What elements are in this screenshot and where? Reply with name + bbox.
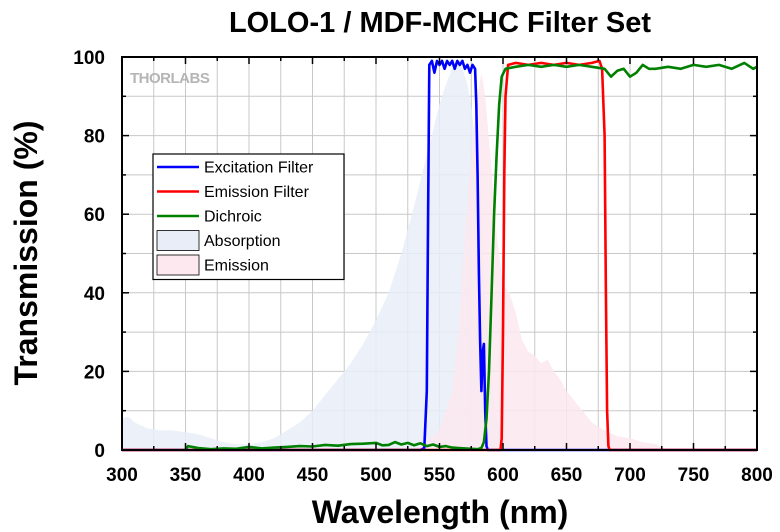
legend-swatch-absorption bbox=[156, 230, 200, 251]
x-axis-label: Wavelength (nm) bbox=[312, 494, 569, 530]
legend-swatch-emission bbox=[156, 254, 200, 276]
x-tick-label: 550 bbox=[424, 465, 456, 486]
x-tick-label: 700 bbox=[614, 465, 646, 486]
area-emission bbox=[414, 72, 757, 450]
legend-label-dichroic: Dichroic bbox=[204, 209, 262, 226]
y-tick-label: 0 bbox=[94, 441, 105, 462]
x-tick-label: 650 bbox=[551, 465, 583, 486]
watermark-logo: THORLABS bbox=[130, 70, 210, 87]
area-absorption bbox=[122, 64, 757, 451]
x-tick-label: 400 bbox=[233, 465, 265, 486]
chart-title: LOLO-1 / MDF-MCHC Filter Set bbox=[229, 7, 651, 39]
line-dichroic bbox=[184, 61, 758, 451]
y-tick-labels: 0 20 40 60 80 100 bbox=[73, 48, 105, 462]
legend-label-excitation-filter: Excitation Filter bbox=[204, 160, 314, 177]
x-tick-label: 750 bbox=[678, 465, 710, 486]
legend: Excitation Filter Emission Filter Dichroic… bbox=[152, 153, 345, 281]
area-series bbox=[122, 64, 757, 451]
y-tick-label: 100 bbox=[73, 48, 105, 69]
y-tick-label: 20 bbox=[84, 362, 105, 383]
x-tick-label: 800 bbox=[741, 465, 773, 486]
y-axis-label: Transmission (%) bbox=[8, 121, 44, 386]
x-tick-label: 450 bbox=[297, 465, 329, 486]
x-tick-labels: 300 350 400 450 500 550 600 650 700 750 800 bbox=[106, 465, 773, 486]
line-series bbox=[122, 59, 758, 452]
x-tick-label: 300 bbox=[106, 465, 138, 486]
x-tick-label: 600 bbox=[487, 465, 519, 486]
legend-label-emission: Emission bbox=[204, 258, 269, 275]
legend-label-emission-filter: Emission Filter bbox=[204, 184, 310, 201]
y-tick-label: 40 bbox=[84, 284, 105, 305]
line-emission-filter bbox=[122, 59, 757, 452]
y-tick-label: 60 bbox=[84, 205, 105, 226]
x-tick-label: 500 bbox=[360, 465, 392, 486]
y-tick-label: 80 bbox=[84, 127, 105, 148]
line-excitation-filter bbox=[122, 59, 757, 452]
legend-label-absorption: Absorption bbox=[204, 233, 281, 250]
x-tick-label: 350 bbox=[170, 465, 202, 486]
axis-ticks bbox=[121, 56, 758, 451]
